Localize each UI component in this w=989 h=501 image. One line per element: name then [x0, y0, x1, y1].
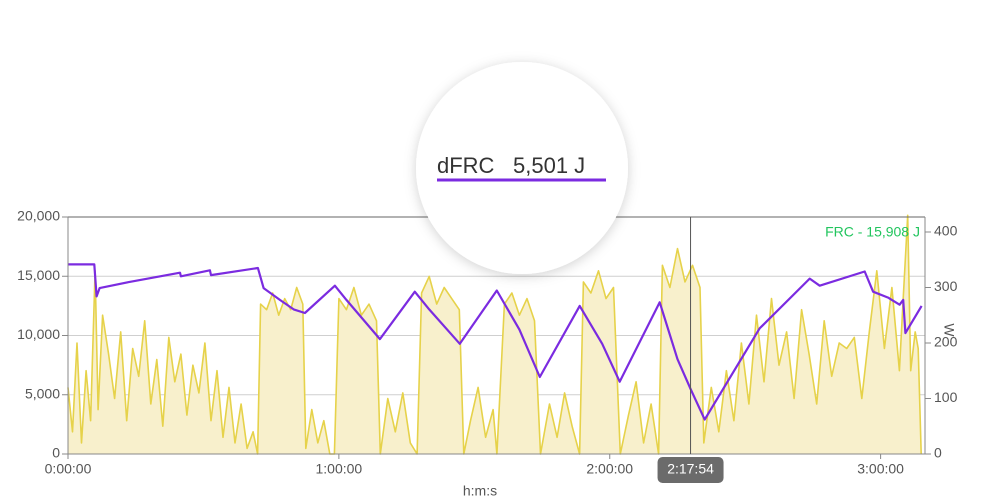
magnifier-circle	[416, 62, 628, 274]
readout-label: dFRC	[437, 153, 495, 178]
dfrc-line	[68, 263, 923, 421]
y2-tick-label: 100	[934, 389, 958, 405]
y2-axis-label: W	[941, 323, 957, 337]
y2-tick-label: 200	[934, 334, 958, 350]
y-tick-label: 5,000	[25, 385, 60, 401]
axes: 0 5,000 10,000 15,000 20,000 0 100 200 300 400 0:0…	[17, 208, 958, 483]
y2-tick-label: 400	[934, 223, 958, 239]
x-axis-label: h:m:s	[463, 483, 497, 499]
x-tick-label: 2:00:00	[586, 461, 633, 477]
y2-tick-label: 300	[934, 278, 958, 294]
power-line	[67, 214, 922, 455]
plot-area	[67, 214, 923, 455]
cursor-label: 2:17:54	[667, 461, 714, 477]
y-tick-label: 0	[52, 445, 60, 461]
cursor-badge	[657, 457, 724, 483]
y-tick-label: 20,000	[17, 208, 60, 224]
y-tick-label: 15,000	[17, 267, 60, 283]
magnifier: dFRC 5,501 J	[416, 62, 628, 274]
y2-tick-label: 0	[934, 445, 942, 461]
power-area	[68, 215, 922, 454]
x-tick-label: 3:00:00	[857, 461, 904, 477]
y-tick-label: 10,000	[17, 326, 60, 342]
readout-value: 5,501 J	[513, 153, 585, 178]
annotation: FRC - 15,908 J	[825, 224, 920, 240]
x-tick-label: 1:00:00	[316, 461, 363, 477]
x-tick-label: 0:00:00	[45, 461, 92, 477]
